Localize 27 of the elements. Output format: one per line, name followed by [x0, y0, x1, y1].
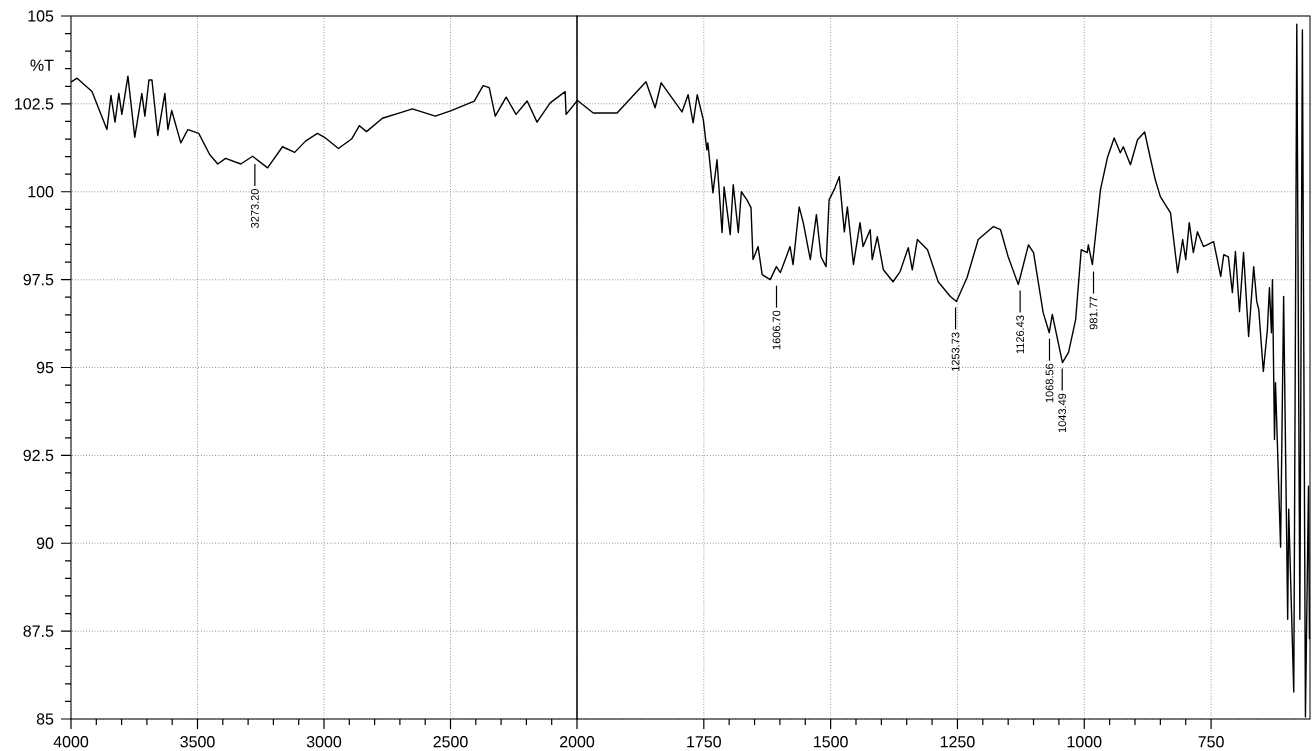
- x-tick-label: 1250: [940, 736, 975, 748]
- x-tick-label: 3000: [306, 736, 342, 748]
- y-tick-label: 95: [36, 361, 54, 374]
- y-tick-label: 105: [28, 10, 54, 22]
- x-tick-label: 3500: [180, 736, 215, 748]
- y-tick-label: 87.5: [23, 625, 54, 637]
- annotation: 1253.73: [951, 332, 960, 371]
- x-tick-label: 2000: [560, 736, 595, 748]
- y-tick-label: 97.5: [23, 273, 54, 286]
- x-tick-label: 2500: [433, 736, 468, 748]
- y-tick-label: 92.5: [23, 449, 54, 462]
- annotation: 981.77: [1089, 296, 1098, 330]
- y-tick-label: 85: [36, 713, 54, 725]
- annotation: 3273.20: [250, 189, 259, 228]
- x-tick-label: 1750: [687, 736, 721, 748]
- x-tick-label: 750: [1198, 736, 1224, 748]
- y-tick-label: 100: [28, 186, 54, 198]
- annotation: 1068.56: [1045, 363, 1054, 403]
- annotation: 1043.49: [1058, 393, 1067, 433]
- y-tick-label: 102.5: [15, 98, 54, 110]
- annotation: 1126.43: [1016, 315, 1025, 354]
- y-tick-label: 90: [36, 537, 54, 549]
- x-tick-label: 1500: [814, 736, 848, 748]
- y-axis-title: %T: [30, 59, 54, 71]
- x-tick-label: 1000: [1067, 736, 1102, 748]
- x-tick-label: 4000: [53, 736, 89, 748]
- annotation: 1606.70: [772, 310, 781, 350]
